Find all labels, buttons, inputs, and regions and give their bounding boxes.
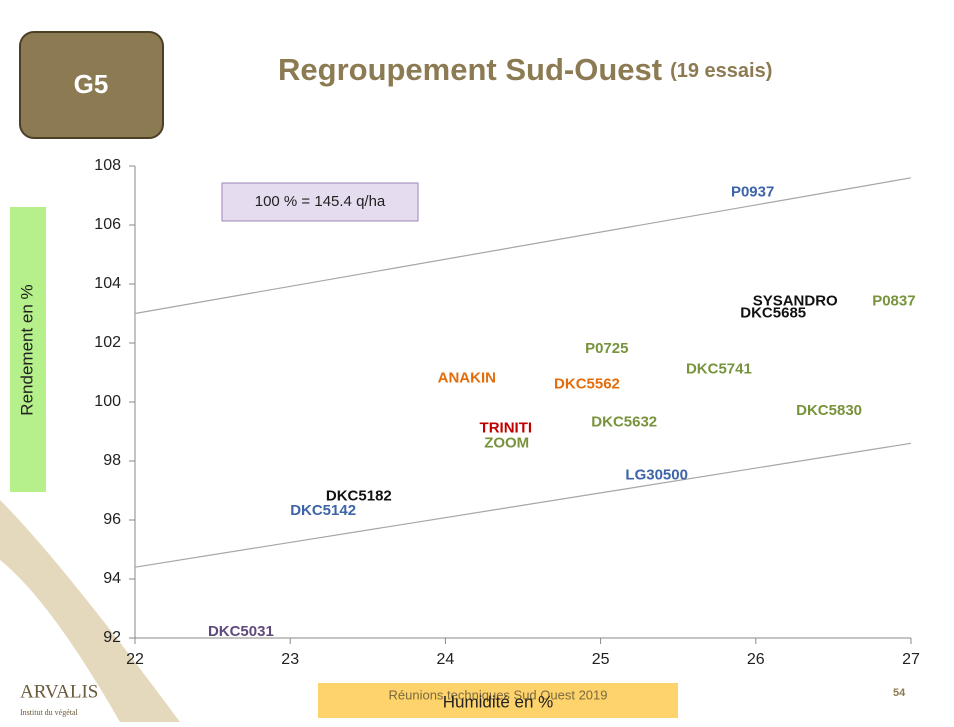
badge-box	[19, 31, 164, 139]
point-label: ANAKIN	[438, 369, 496, 386]
y-axis-label: Rendement en %	[17, 284, 36, 415]
x-axis-label: Humidité en %	[443, 692, 554, 711]
x-tick-label: 22	[126, 651, 144, 668]
y-tick-label: 96	[103, 511, 121, 528]
point-label: DKC5031	[208, 623, 274, 640]
page-number: 54	[893, 687, 906, 699]
annotation-box	[221, 182, 419, 222]
y-tick-label: 102	[94, 334, 121, 351]
y-label-bg	[10, 207, 46, 492]
decor-swoosh	[0, 500, 180, 722]
point-label: DKC5830	[796, 402, 862, 419]
y-tick-label: 104	[94, 275, 121, 292]
point-label: DKC5741	[686, 361, 752, 378]
point-label: DKC5182	[326, 487, 392, 504]
logo: ARVALIS	[20, 681, 98, 702]
y-tick-label: 100	[94, 393, 121, 410]
logo-sub: Institut du végétal	[20, 708, 79, 717]
y-tick-label: 98	[103, 452, 121, 469]
y-tick-label: 108	[94, 157, 121, 174]
point-label: P0725	[585, 340, 628, 357]
point-label: DKC5685	[740, 304, 806, 321]
chart-title: Regroupement Sud-Ouest (19 essais)	[278, 52, 772, 87]
y-tick-label: 106	[94, 216, 121, 233]
point-label: DKC5562	[554, 375, 620, 392]
trend-line	[134, 442, 912, 568]
footer-text: Réunions techniques Sud Ouest 2019	[389, 687, 608, 702]
y-tick-label: 92	[103, 629, 121, 646]
x-tick-label: 24	[437, 651, 455, 668]
point-label: LG30500	[625, 467, 688, 484]
point-label: DKC5632	[591, 414, 657, 431]
point-label: SYSANDRO	[753, 293, 838, 310]
point-label: TRINITI	[480, 420, 533, 437]
trend-line	[134, 177, 912, 315]
annotation: 100 % = 145.4 q/ha	[255, 193, 386, 210]
x-tick-label: 26	[747, 651, 765, 668]
x-tick-label: 23	[281, 651, 299, 668]
point-label: DKC5142	[290, 502, 356, 519]
x-tick-label: 25	[592, 651, 610, 668]
point-label: P0837	[872, 293, 915, 310]
y-tick-label: 94	[103, 570, 121, 587]
point-label: P0937	[731, 184, 774, 201]
badge: G5	[74, 69, 109, 99]
footer-bar	[318, 683, 678, 718]
point-label: ZOOM	[484, 434, 529, 451]
x-tick-label: 27	[902, 651, 920, 668]
subtitle: (19 essais)	[670, 60, 772, 82]
title: Regroupement Sud-Ouest	[278, 52, 662, 87]
